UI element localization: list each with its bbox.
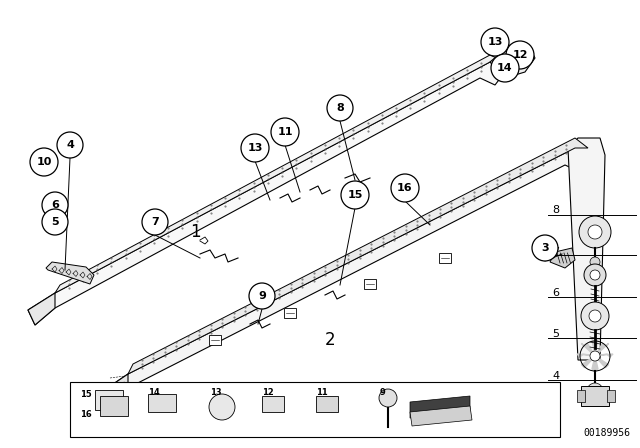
Circle shape xyxy=(581,302,609,330)
Polygon shape xyxy=(595,356,609,368)
FancyBboxPatch shape xyxy=(95,390,123,410)
Text: 12: 12 xyxy=(512,50,528,60)
Text: 7: 7 xyxy=(552,247,559,257)
Circle shape xyxy=(481,28,509,56)
Text: 6: 6 xyxy=(552,288,559,298)
Bar xyxy=(439,253,451,263)
Polygon shape xyxy=(55,55,505,293)
Circle shape xyxy=(209,394,235,420)
Text: 16: 16 xyxy=(397,183,413,193)
Text: 7: 7 xyxy=(151,217,159,227)
Polygon shape xyxy=(46,262,94,284)
Text: 13: 13 xyxy=(487,37,502,47)
Polygon shape xyxy=(592,356,598,372)
FancyBboxPatch shape xyxy=(148,394,176,412)
Polygon shape xyxy=(581,356,595,368)
Bar xyxy=(607,390,615,402)
Text: 3: 3 xyxy=(541,243,549,253)
Circle shape xyxy=(379,389,397,407)
Circle shape xyxy=(590,351,600,361)
Circle shape xyxy=(579,216,611,248)
Text: 11: 11 xyxy=(277,127,292,137)
Polygon shape xyxy=(550,248,575,268)
Circle shape xyxy=(42,209,68,235)
Polygon shape xyxy=(128,138,588,374)
Text: 4: 4 xyxy=(66,140,74,150)
Bar xyxy=(70,382,560,437)
Text: 2: 2 xyxy=(324,331,335,349)
Polygon shape xyxy=(490,45,535,78)
Text: 8: 8 xyxy=(336,103,344,113)
Polygon shape xyxy=(592,339,598,356)
Polygon shape xyxy=(577,354,595,357)
Polygon shape xyxy=(100,148,588,408)
Text: 14: 14 xyxy=(497,63,513,73)
Text: 16: 16 xyxy=(80,410,92,419)
Circle shape xyxy=(30,148,58,176)
Text: 6: 6 xyxy=(51,200,59,210)
FancyBboxPatch shape xyxy=(316,396,338,412)
Text: 9: 9 xyxy=(258,291,266,301)
Text: 15: 15 xyxy=(348,190,363,200)
Polygon shape xyxy=(100,374,128,408)
Text: 5: 5 xyxy=(51,217,59,227)
Bar xyxy=(577,390,585,402)
Circle shape xyxy=(391,174,419,202)
Text: 4: 4 xyxy=(552,371,559,381)
Circle shape xyxy=(588,225,602,239)
Bar xyxy=(581,386,609,406)
Polygon shape xyxy=(410,396,470,418)
Text: 14: 14 xyxy=(148,388,160,397)
Text: 1: 1 xyxy=(189,223,200,241)
Text: 13: 13 xyxy=(210,388,221,397)
Circle shape xyxy=(590,257,600,267)
Circle shape xyxy=(589,310,601,322)
Text: 9: 9 xyxy=(380,388,386,397)
Circle shape xyxy=(587,383,603,399)
Text: 5: 5 xyxy=(552,329,559,339)
Circle shape xyxy=(57,132,83,158)
Polygon shape xyxy=(568,138,605,360)
Circle shape xyxy=(584,264,606,286)
Text: 15: 15 xyxy=(80,390,92,399)
Text: 10: 10 xyxy=(36,157,52,167)
FancyBboxPatch shape xyxy=(262,396,284,412)
Bar xyxy=(364,279,376,289)
Circle shape xyxy=(142,209,168,235)
Polygon shape xyxy=(595,344,609,356)
Circle shape xyxy=(532,235,558,261)
Circle shape xyxy=(241,134,269,162)
Polygon shape xyxy=(581,344,595,356)
Circle shape xyxy=(271,118,299,146)
Text: 8: 8 xyxy=(552,205,559,215)
Text: 11: 11 xyxy=(316,388,328,397)
Text: 12: 12 xyxy=(262,388,274,397)
Polygon shape xyxy=(28,62,505,325)
Bar xyxy=(284,308,296,318)
FancyBboxPatch shape xyxy=(100,396,128,416)
Circle shape xyxy=(42,192,68,218)
Polygon shape xyxy=(28,293,55,325)
Text: 00189956: 00189956 xyxy=(583,428,630,438)
Circle shape xyxy=(506,41,534,69)
Circle shape xyxy=(590,270,600,280)
Polygon shape xyxy=(595,354,613,357)
Text: 13: 13 xyxy=(247,143,262,153)
Circle shape xyxy=(327,95,353,121)
Polygon shape xyxy=(410,406,472,426)
Circle shape xyxy=(491,54,519,82)
Bar xyxy=(209,335,221,345)
Circle shape xyxy=(249,283,275,309)
Circle shape xyxy=(341,181,369,209)
